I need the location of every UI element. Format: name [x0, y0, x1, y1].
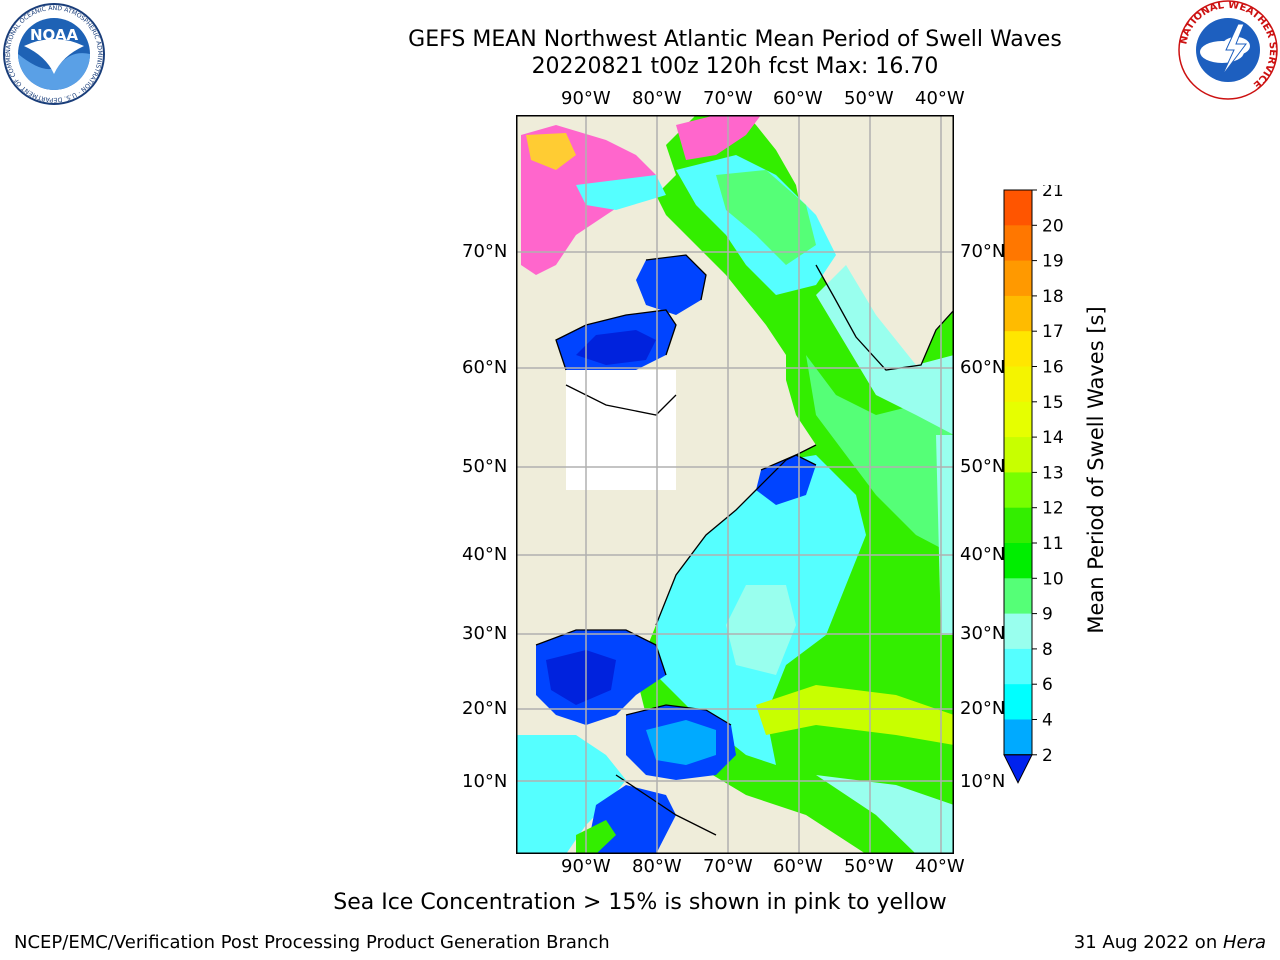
arctic-channel-cyan	[576, 175, 666, 210]
lat-label-left: 70°N	[462, 241, 508, 262]
colorbar-tick-label: 2	[1042, 746, 1053, 766]
atlantic-ocean-lightcyan	[726, 585, 796, 675]
graticule	[516, 115, 954, 854]
lat-label-left: 20°N	[462, 698, 508, 719]
colorbar-tick-label: 21	[1042, 185, 1064, 201]
colorbar-tick-label: 13	[1042, 463, 1064, 483]
caribbean-cyan	[646, 720, 716, 765]
colorbar-tick-label: 11	[1042, 534, 1064, 554]
colorbar-tick-label: 20	[1042, 216, 1064, 236]
gulf-of-mexico-dark	[546, 650, 616, 705]
colorbar-segment	[1004, 331, 1032, 367]
lon-label-top: 70°W	[703, 88, 753, 109]
lon-label-bottom: 90°W	[561, 856, 611, 877]
run-date: 31 Aug 2022 on Hera	[1074, 932, 1266, 953]
atlantic-ocean-cyan-north	[816, 265, 954, 435]
southeast-cyan	[816, 775, 954, 854]
chart-subtitle: 20220821 t00z 120h fcst Max: 16.70	[531, 54, 939, 79]
foxe-basin	[636, 255, 706, 315]
machine-name: Hera	[1222, 932, 1266, 953]
lat-label-left: 50°N	[462, 456, 508, 477]
colorbar-segment	[1004, 648, 1032, 685]
arctic-sea-ice-yellow	[526, 133, 576, 170]
colorbar-tick-label: 15	[1042, 393, 1064, 413]
colorbar-extend-arrow	[1003, 754, 1033, 784]
sea-ice-note: Sea Ice Concentration > 15% is shown in …	[333, 890, 947, 915]
lat-label-right: 40°N	[960, 544, 1006, 565]
lon-label-top: 40°W	[915, 88, 965, 109]
nws-logo: NATIONAL WEATHER SERVICE	[1178, 0, 1278, 100]
baffin-ice	[676, 115, 761, 160]
colorbar-tick-label: 10	[1042, 569, 1064, 589]
lon-label-top: 90°W	[561, 88, 611, 109]
tropical-yellowgreen-band	[756, 685, 954, 745]
colorbar-tick-label: 6	[1042, 675, 1053, 695]
lon-label-bottom: 60°W	[773, 856, 823, 877]
lat-label-right: 20°N	[960, 698, 1006, 719]
swell-period-map	[516, 115, 954, 854]
lat-label-right: 70°N	[960, 241, 1006, 262]
branch-credit: NCEP/EMC/Verification Post Processing Pr…	[14, 932, 610, 953]
lon-label-top: 50°W	[844, 88, 894, 109]
colorbar-tick-label: 9	[1042, 605, 1053, 625]
colorbar-tick-label: 19	[1042, 252, 1064, 272]
colorbar-tick-label: 4	[1042, 711, 1053, 731]
colorbar-segment	[1004, 719, 1032, 756]
colorbar-tick-label: 14	[1042, 428, 1064, 448]
colorbar-segment	[1004, 507, 1032, 544]
colorbar-tick-label: 12	[1042, 499, 1064, 519]
colorbar-segment	[1004, 190, 1032, 226]
lat-label-right: 30°N	[960, 623, 1006, 644]
lat-label-left: 10°N	[462, 771, 508, 792]
lon-label-bottom: 40°W	[915, 856, 965, 877]
colorbar-tick-label: 8	[1042, 640, 1053, 660]
colorbar-tick-label: 18	[1042, 287, 1064, 307]
lat-label-right: 10°N	[960, 771, 1006, 792]
colorbar-segment	[1004, 613, 1032, 650]
colorbar-segment	[1004, 684, 1032, 720]
lat-label-left: 30°N	[462, 623, 508, 644]
colorbar-segment	[1004, 295, 1032, 332]
colorbar-tick-label: 16	[1042, 358, 1064, 378]
lat-label-right: 50°N	[960, 456, 1006, 477]
lat-label-left: 60°N	[462, 357, 508, 378]
no-data-region	[566, 370, 676, 490]
colorbar-segment	[1004, 578, 1032, 615]
map-frame	[516, 115, 954, 854]
lon-label-bottom: 50°W	[844, 856, 894, 877]
lat-label-right: 60°N	[960, 357, 1006, 378]
colorbar-label: Mean Period of Swell Waves [s]	[1084, 306, 1108, 633]
lon-label-bottom: 80°W	[632, 856, 682, 877]
lon-label-bottom: 70°W	[703, 856, 753, 877]
colorbar-tick-label: 17	[1042, 322, 1064, 342]
colorbar-segment	[1004, 472, 1032, 509]
eastern-pacific	[516, 735, 626, 854]
colorbar-segment	[1004, 401, 1032, 438]
noaa-logo: NATIONAL OCEANIC AND ATMOSPHERIC ADMINIS…	[2, 2, 105, 105]
lat-label-left: 40°N	[462, 544, 508, 565]
lon-label-top: 80°W	[632, 88, 682, 109]
colorbar-segment	[1004, 437, 1032, 473]
labrador-sea-green	[716, 170, 816, 265]
run-date-text: 31 Aug 2022 on	[1073, 932, 1223, 953]
chart-title: GEFS MEAN Northwest Atlantic Mean Period…	[408, 27, 1062, 52]
colorbar-segment	[1004, 260, 1032, 297]
colorbar-segment	[1004, 543, 1032, 579]
colorbar: 21 20 19 18 17 16 15 14 13 12 11 10 9 8 6 4 2 Mean Period…	[1003, 185, 1108, 784]
lon-label-top: 60°W	[773, 88, 823, 109]
hudson-bay-dark	[576, 330, 656, 365]
colorbar-segment	[1004, 225, 1032, 262]
noaa-logo-text: NOAA	[30, 26, 79, 44]
colorbar-segment	[1004, 366, 1032, 403]
